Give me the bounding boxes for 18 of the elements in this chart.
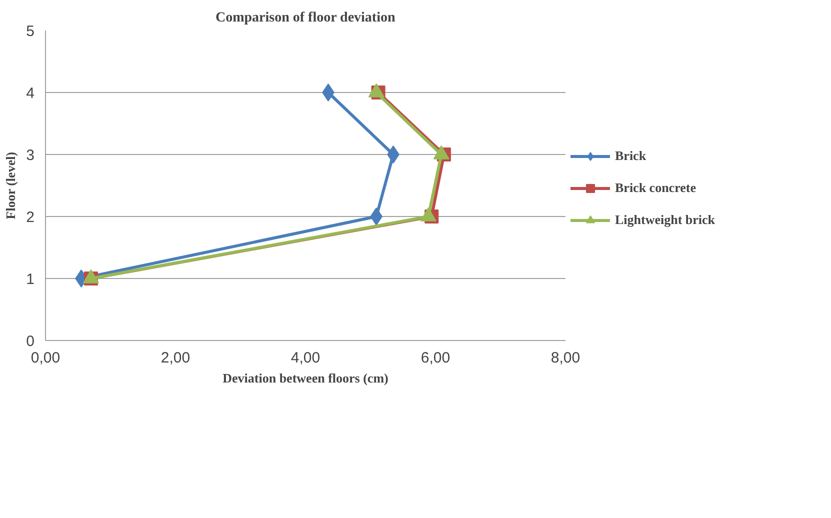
point — [370, 208, 383, 226]
x-tick-label: 8,00 — [550, 350, 580, 366]
x-tick-label: 2,00 — [160, 350, 190, 366]
y-tick-label: 0 — [26, 333, 34, 350]
chart-title: Comparison of floor deviation — [215, 10, 396, 26]
y-tick-label: 4 — [26, 85, 34, 102]
y-tick-label: 2 — [26, 209, 34, 226]
y-tick-label: 1 — [26, 271, 34, 288]
y-tick-label: 3 — [26, 147, 34, 164]
legend-label: Brick — [615, 148, 648, 164]
legend-label: Lightweight brick — [615, 212, 716, 228]
legend-label: Brick concrete — [615, 180, 696, 196]
x-axis-title: Deviation between floors (cm) — [222, 370, 388, 386]
y-tick-label: 5 — [26, 23, 34, 40]
y-axis-title: Floor (level) — [3, 152, 18, 220]
x-tick-label: 4,00 — [290, 350, 320, 366]
x-tick-label: 0,00 — [30, 350, 60, 366]
x-tick-label: 6,00 — [420, 350, 450, 366]
